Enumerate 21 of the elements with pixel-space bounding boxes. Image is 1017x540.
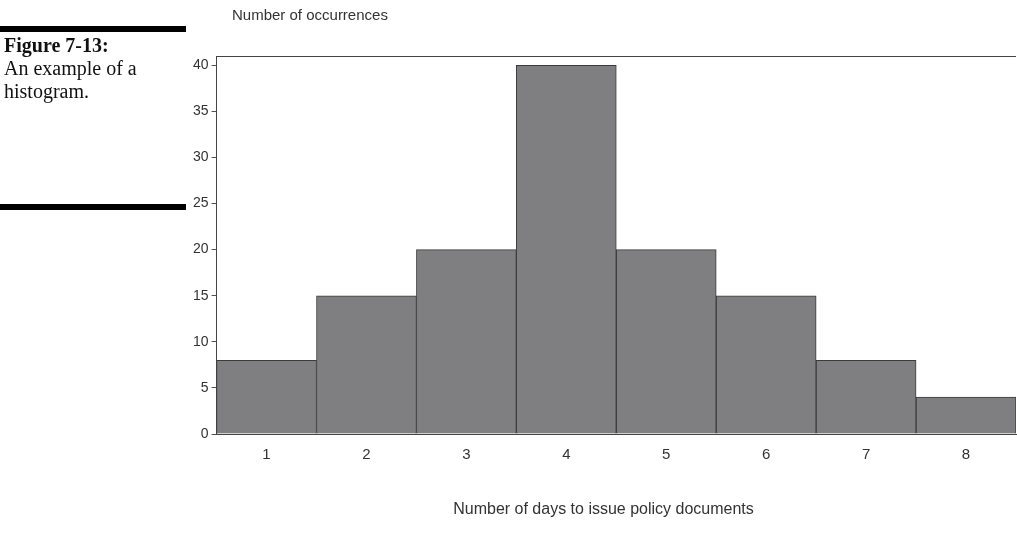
y-tick-label: 40 (192, 56, 209, 73)
y-axis-title: Number of occurrences (232, 6, 388, 23)
x-axis-title: Number of days to issue policy documents (452, 500, 755, 518)
y-tick-label: 30 (192, 148, 209, 165)
x-tick-label: 7 (861, 445, 871, 463)
x-tick-label: 3 (462, 445, 471, 463)
y-tick-label: 10 (192, 332, 209, 349)
x-tick-label: 5 (662, 445, 671, 463)
x-tick-label: 8 (961, 445, 971, 463)
x-tick-label: 1 (262, 445, 271, 463)
y-tick-label: 25 (192, 194, 209, 211)
y-tick-label: 20 (192, 240, 209, 257)
y-tick-label: 5 (200, 378, 209, 395)
x-tick-label: 6 (762, 445, 771, 463)
y-tick-label: 0 (200, 424, 209, 441)
y-tick-label: 35 (192, 102, 209, 119)
x-tick-label: 2 (362, 445, 371, 463)
text: An example of a histogram. (4, 57, 137, 102)
caption: Figure 7-13: (4, 34, 110, 57)
x-tick-label: 4 (562, 445, 571, 463)
y-tick-label: 15 (192, 286, 209, 303)
